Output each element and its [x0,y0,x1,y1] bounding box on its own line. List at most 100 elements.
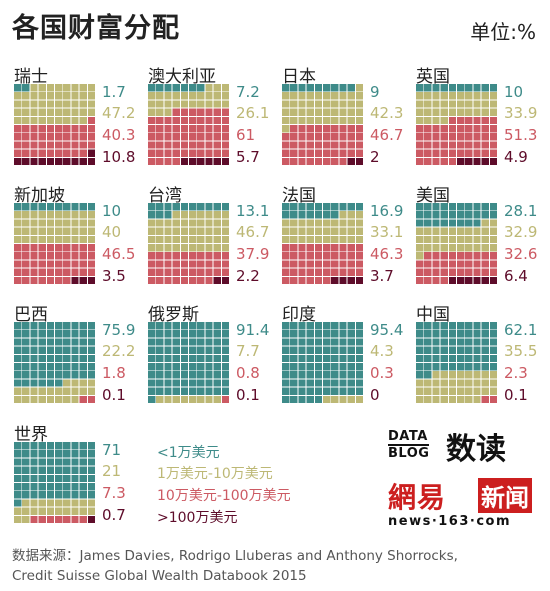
waffle-cell [440,395,448,404]
waffle-cell [331,227,339,235]
waffle-cell [481,219,489,227]
waffle-cell [416,268,424,276]
waffle-cell [221,395,230,404]
waffle-cell [30,515,38,524]
waffle-cell [347,84,355,92]
waffle-cell [457,260,465,268]
waffle-cell [63,244,71,252]
waffle-cell [331,157,339,166]
waffle-cell [164,92,172,100]
value-label: 16.9 [370,202,404,220]
waffle-cell [331,260,339,268]
waffle-cell [63,235,71,244]
value-label: 75.9 [102,321,136,339]
waffle-cell [306,260,314,268]
waffle-cell [298,346,306,354]
waffle-cell [213,116,221,125]
waffle-cell [457,203,465,211]
waffle-cell [164,149,172,157]
waffle-cell [339,252,347,260]
waffle-cell [30,125,38,133]
waffle-cell [14,442,22,450]
waffle-cell [189,252,197,260]
waffle-cell [339,371,347,379]
value-label: 37.9 [236,245,270,263]
waffle-cell [79,450,87,458]
waffle-cell [55,371,63,379]
waffle-cell [46,491,55,499]
country-panel: 法国 16.9 33.1 46.3 3.7 [282,181,412,291]
waffle-cell [481,346,489,354]
waffle-cell [164,116,172,125]
waffle-cell [14,260,22,268]
waffle-cell [339,227,347,235]
waffle-cell [290,387,298,395]
waffle-cell [355,363,364,371]
waffle-cell [46,354,55,363]
value-label: 13.1 [236,202,270,220]
waffle-cell [46,330,55,338]
country-panel: 英国 10 33.9 51.3 4.9 [416,62,546,172]
value-label: 95.4 [370,321,404,339]
waffle-cell [55,133,63,141]
waffle-cell [481,116,489,125]
waffle-cell [282,395,290,404]
waffle-cell [156,84,164,92]
waffle-cell [306,330,314,338]
waffle-grid [148,203,230,285]
waffle-cell [314,363,323,371]
waffle-cell [355,235,364,244]
waffle-cell [22,387,30,395]
waffle-cell [172,379,180,387]
waffle-cell [30,474,38,483]
waffle-cell [440,203,448,211]
waffle-cell [46,371,55,379]
waffle-cell [55,276,63,285]
waffle-cell [156,92,164,100]
waffle-cell [87,268,96,276]
legend-item-gt100: >100万美元 [157,510,238,526]
waffle-cell [489,379,498,387]
waffle-cell [424,149,432,157]
waffle-cell [55,338,63,346]
waffle-cell [221,244,230,252]
country-panel: 巴西 75.9 22.2 1.8 0.1 [14,300,144,410]
waffle-cell [448,149,457,157]
waffle-cell [290,260,298,268]
value-label: 4.9 [504,148,528,166]
waffle-cell [164,387,172,395]
waffle-cell [339,84,347,92]
waffle-cell [314,371,323,379]
waffle-cell [306,141,314,149]
waffle-cell [38,363,46,371]
waffle-cell [30,84,38,92]
waffle-cell [306,227,314,235]
waffle-cell [355,379,364,387]
waffle-cell [63,387,71,395]
waffle-cell [314,100,323,108]
waffle-cell [46,499,55,507]
waffle-cell [448,100,457,108]
waffle-cell [79,474,87,483]
waffle-cell [22,483,30,491]
waffle-cell [424,379,432,387]
waffle-cell [38,507,46,515]
waffle-cell [290,92,298,100]
waffle-cell [22,276,30,285]
waffle-cell [465,149,473,157]
netease-datablog-logo: DATA BLOG 数读 網易 新闻 news·163·com [388,424,538,534]
waffle-cell [197,322,205,330]
waffle-cell [290,395,298,404]
waffle-cell [432,379,440,387]
waffle-cell [416,125,424,133]
waffle-cell [213,235,221,244]
waffle-cell [14,450,22,458]
waffle-cell [205,100,213,108]
waffle-cell [465,133,473,141]
country-panel: 澳大利亚 7.2 26.1 61 5.7 [148,62,278,172]
waffle-cell [164,252,172,260]
waffle-cell [30,395,38,404]
waffle-cell [416,157,424,166]
waffle-cell [416,371,424,379]
waffle-cell [164,133,172,141]
